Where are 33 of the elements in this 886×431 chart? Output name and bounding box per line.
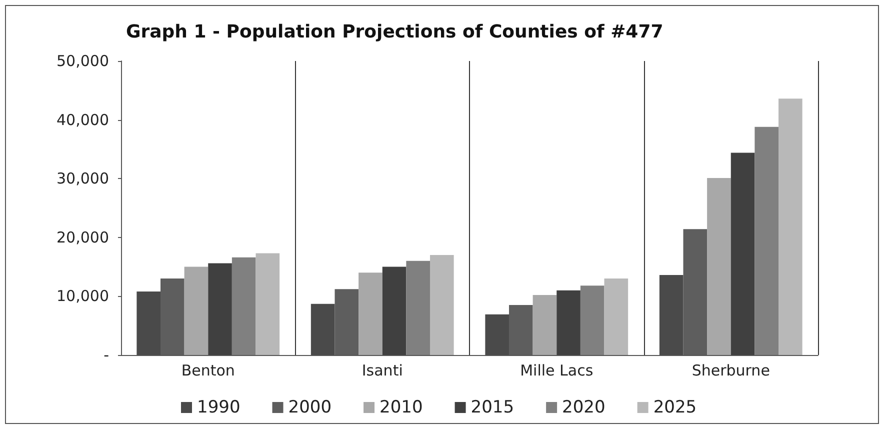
x-tick-label: Sherburne: [692, 362, 770, 380]
x-tick-label: Mille Lacs: [520, 362, 594, 380]
legend-label: 2010: [380, 398, 423, 418]
x-tick-label: Isanti: [362, 362, 403, 380]
legend-label: 2015: [470, 398, 514, 418]
y-tick-label: 30,000: [56, 170, 109, 188]
bar: [556, 290, 580, 355]
bar: [430, 255, 454, 355]
legend-label: 1990: [197, 398, 240, 418]
bar: [256, 253, 280, 355]
y-tick-label: -: [104, 346, 109, 364]
bar: [382, 266, 406, 355]
y-tick-label: 20,000: [56, 228, 109, 246]
x-tick-label: Benton: [181, 362, 235, 380]
legend-label: 2000: [288, 398, 332, 418]
bar: [730, 152, 755, 355]
bar: [232, 257, 256, 355]
bar: [184, 266, 208, 355]
bar: [707, 178, 731, 355]
bar: [208, 263, 232, 355]
bar: [754, 126, 779, 355]
bar: [580, 286, 604, 355]
legend-label: 2020: [562, 398, 606, 418]
legend-label: 2025: [653, 398, 697, 418]
y-tick-label: 40,000: [56, 110, 109, 129]
bar: [604, 278, 628, 355]
bar: [532, 295, 557, 355]
chart-title: Graph 1 - Population Projections of Counties of #477: [126, 22, 664, 42]
y-tick-label: 10,000: [56, 287, 109, 306]
bar: [358, 272, 382, 355]
bar: [406, 260, 430, 355]
bar: [778, 98, 802, 355]
y-tick-label: 50,000: [56, 52, 109, 70]
